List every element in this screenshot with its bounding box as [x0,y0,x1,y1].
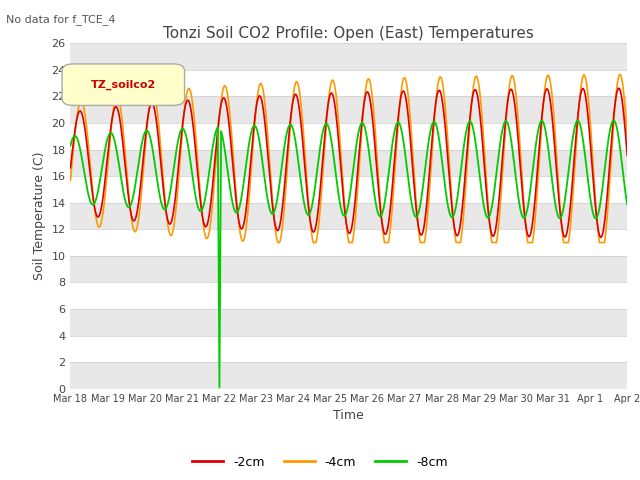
Legend: -2cm, -4cm, -8cm: -2cm, -4cm, -8cm [187,451,453,474]
Bar [70,309,627,336]
Bar [70,123,627,150]
Title: Tonzi Soil CO2 Profile: Open (East) Temperatures: Tonzi Soil CO2 Profile: Open (East) Temp… [163,25,534,41]
Bar [70,203,627,229]
Bar [70,43,627,70]
Bar [70,150,627,176]
FancyBboxPatch shape [62,64,184,106]
Bar [70,282,627,309]
Bar [70,70,627,96]
Y-axis label: Soil Temperature (C): Soil Temperature (C) [33,152,45,280]
Text: No data for f_TCE_4: No data for f_TCE_4 [6,14,116,25]
X-axis label: Time: Time [333,409,364,422]
Bar [70,96,627,123]
Bar [70,256,627,282]
Text: TZ_soilco2: TZ_soilco2 [91,80,156,90]
Bar [70,176,627,203]
Bar [70,229,627,256]
Bar [70,362,627,389]
Bar [70,336,627,362]
